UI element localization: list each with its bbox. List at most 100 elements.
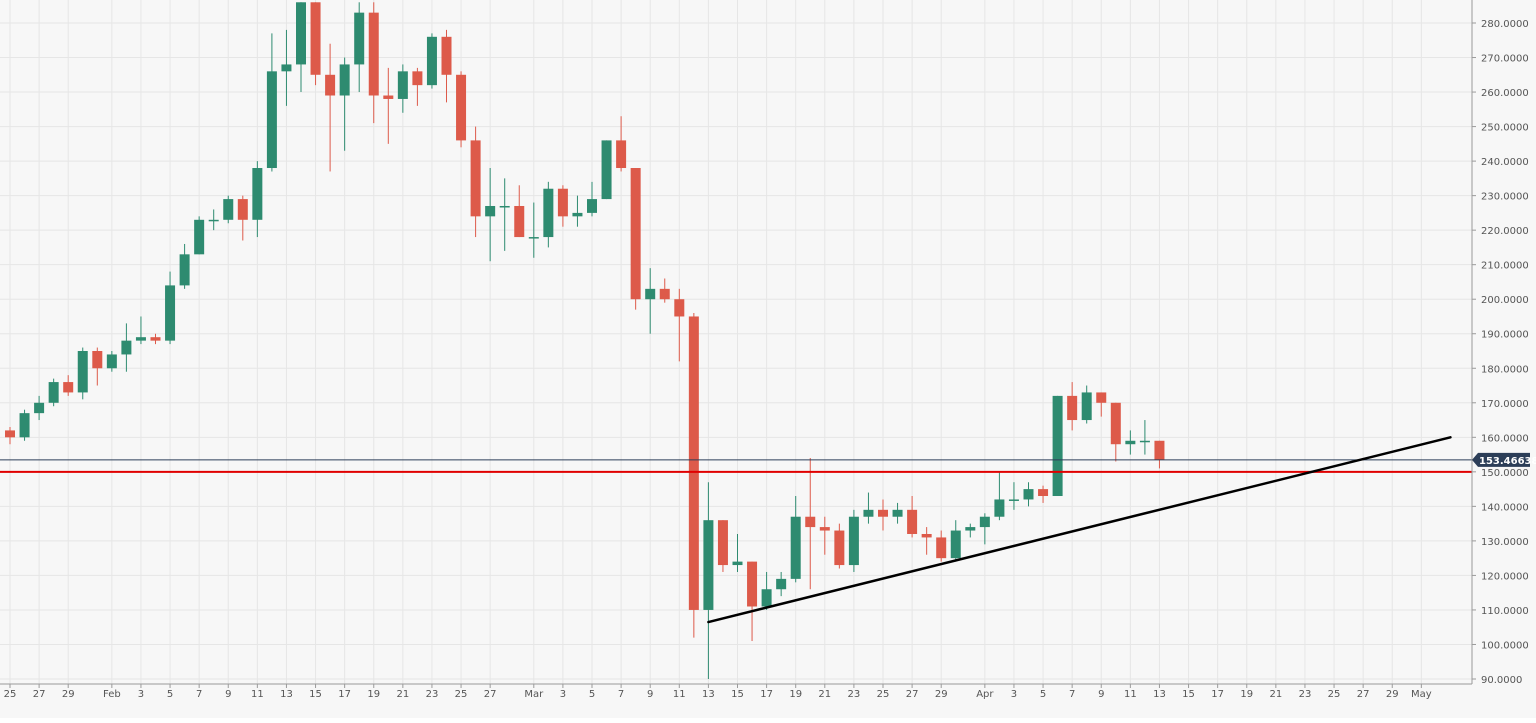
x-tick-label: 7: [196, 689, 202, 700]
y-tick-label: 150.0000: [1481, 468, 1529, 479]
x-tick-label: 3: [1011, 689, 1017, 700]
candle-body: [63, 382, 74, 393]
candle-bullish: [776, 571, 787, 597]
candle-bullish: [266, 33, 277, 172]
candle-bullish: [34, 395, 45, 421]
candle-bearish: [616, 116, 627, 172]
candle-bullish: [485, 168, 496, 262]
x-tick-label: Mar: [524, 689, 544, 700]
candle-bearish: [805, 458, 816, 590]
candle-bullish: [194, 216, 205, 255]
candle-body: [121, 340, 132, 355]
x-tick-label: 23: [1299, 689, 1312, 700]
candle-body: [499, 205, 510, 208]
candle-body: [470, 140, 481, 217]
candle-body: [776, 578, 787, 590]
candle-body: [48, 382, 59, 403]
x-tick-label: 5: [167, 689, 173, 700]
candle-bullish: [572, 195, 583, 227]
x-tick-label: 17: [1211, 689, 1224, 700]
candle-bearish: [834, 523, 845, 569]
candle-bullish: [499, 178, 510, 251]
candle-bullish: [543, 181, 554, 248]
current-price-label: 153.46638: [1479, 456, 1536, 467]
candle-body: [223, 199, 234, 220]
candle-body: [601, 140, 612, 200]
candle-body: [1023, 489, 1034, 500]
candle-bullish: [1052, 395, 1063, 497]
candle-bearish: [907, 496, 918, 538]
candle-bearish: [1096, 392, 1107, 417]
candle-bullish: [426, 33, 437, 89]
candle-bearish: [1154, 440, 1165, 469]
x-tick-label: May: [1411, 689, 1432, 700]
candle-body: [834, 530, 845, 566]
candle-bullish: [703, 482, 714, 679]
candle-body: [790, 516, 801, 579]
candle-bullish: [354, 2, 365, 93]
candle-bullish: [135, 316, 146, 345]
candle-bullish: [77, 347, 88, 400]
candle-bearish: [819, 516, 830, 555]
candle-bearish: [1067, 382, 1078, 431]
candle-bearish: [557, 185, 568, 227]
y-tick-label: 120.0000: [1481, 571, 1529, 582]
candle-body: [5, 430, 15, 438]
candle-body: [179, 254, 190, 286]
x-tick-label: 9: [647, 689, 653, 700]
candle-body: [936, 537, 947, 559]
candle-body: [848, 516, 859, 566]
candle-layer: [5, 2, 1165, 679]
candle-bullish: [761, 571, 772, 610]
candle-bullish: [645, 268, 656, 334]
candle-body: [368, 12, 379, 96]
annotation-lines-layer: [0, 436, 1472, 624]
candle-body: [572, 212, 583, 217]
y-tick-label: 130.0000: [1481, 537, 1529, 548]
candle-body: [150, 337, 161, 341]
x-tick-label: 17: [338, 689, 351, 700]
candle-bullish: [950, 520, 961, 562]
candle-body: [645, 288, 656, 300]
y-tick-label: 100.0000: [1481, 640, 1529, 651]
x-tick-label: 25: [4, 689, 17, 700]
candle-bullish: [281, 29, 292, 106]
x-tick-label: 23: [848, 689, 861, 700]
y-tick-label: 230.0000: [1481, 192, 1529, 203]
y-tick-label: 180.0000: [1481, 364, 1529, 375]
candle-body: [528, 237, 539, 239]
candle-body: [1067, 395, 1078, 421]
candle-body: [237, 199, 248, 220]
x-tick-label: 3: [560, 689, 566, 700]
y-tick-label: 220.0000: [1481, 226, 1529, 237]
x-tick-label: 19: [789, 689, 802, 700]
candle-body: [296, 2, 306, 65]
candle-bullish: [528, 202, 539, 258]
candle-body: [616, 140, 627, 169]
x-tick-label: 5: [1040, 689, 1046, 700]
candle-body: [92, 351, 103, 369]
x-tick-label: 19: [367, 689, 380, 700]
candle-bullish: [1023, 482, 1034, 507]
x-tick-label: 23: [426, 689, 439, 700]
candle-bearish: [325, 43, 336, 172]
candle-bullish: [892, 502, 903, 524]
candle-bearish: [717, 520, 728, 572]
x-tick-label: 5: [589, 689, 595, 700]
candle-body: [208, 219, 219, 222]
candle-bullish: [1081, 385, 1092, 424]
y-tick-label: 240.0000: [1481, 157, 1529, 168]
candle-bullish: [208, 209, 219, 231]
candle-bullish: [790, 496, 801, 583]
x-tick-label: 29: [62, 689, 75, 700]
x-tick-label: 21: [1269, 689, 1282, 700]
x-tick-label: 21: [818, 689, 831, 700]
candle-body: [717, 520, 728, 566]
candle-bullish: [965, 523, 976, 538]
candle-bearish: [237, 195, 248, 241]
candle-bullish: [223, 195, 234, 224]
candle-bearish: [630, 168, 641, 310]
candle-body: [325, 74, 336, 96]
candle-bullish: [1008, 482, 1019, 510]
y-tick-label: 90.0000: [1481, 675, 1522, 686]
